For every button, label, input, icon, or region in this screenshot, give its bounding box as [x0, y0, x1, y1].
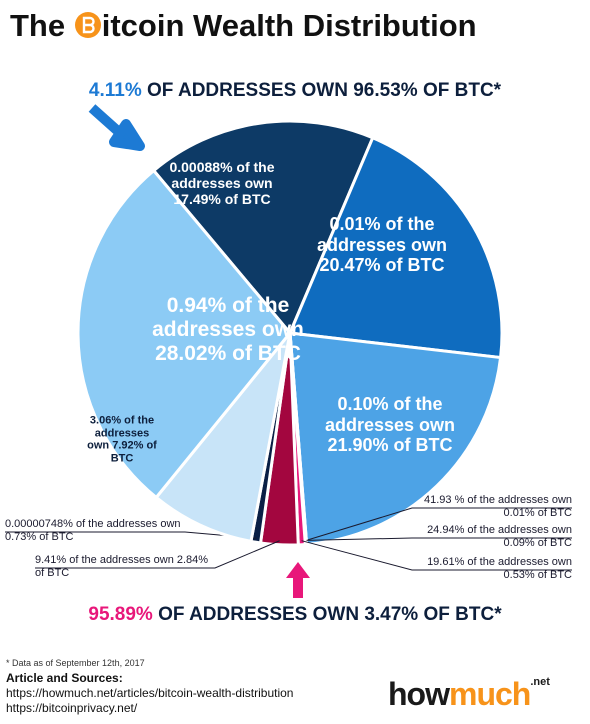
slice-label: 0.10% of the addresses own 21.90% of BTC [324, 393, 456, 456]
arrow [88, 104, 145, 151]
brand: howmuch.net [388, 676, 550, 713]
title-part: The [10, 8, 66, 43]
slice-label: 0.00088% of the addresses own 17.49% of … [169, 158, 275, 208]
highlight: 4.11% [88, 80, 142, 101]
callout-line [306, 507, 572, 541]
brand-part: much [448, 676, 531, 712]
title: The itcoin Wealth Distribution [10, 8, 477, 44]
callout-label: 9.41% of the addresses own 2.84% of BTC [35, 554, 209, 580]
callout-line [305, 537, 572, 541]
brand-part: .net [530, 676, 550, 688]
bitcoin-logo [74, 12, 101, 38]
sources-heading: Article and Sources: [6, 671, 123, 685]
source: https://bitcoinprivacy.net/ [6, 701, 138, 715]
top-annotation: 4.11% OF ADDRESSES OWN 96.53% OF BTC* [0, 80, 590, 102]
slice-label: 3.06% of the addresses own 7.92% of BTC [87, 414, 157, 465]
callout-label: 41.93 % of the addresses own 0.01% of BT… [424, 494, 572, 520]
slice [154, 332, 292, 544]
highlight: 95.89% [88, 604, 153, 625]
slice [287, 135, 504, 360]
callout-label: 0.00000748% of the addresses own 0.73% o… [5, 518, 181, 544]
slice [151, 119, 375, 336]
slice [76, 168, 292, 500]
callout-line [301, 540, 572, 571]
callout-label: 24.94% of the addresses own 0.09% of BTC [427, 524, 572, 550]
annotation-text: OF ADDRESSES OWN 3.47% OF BTC* [158, 604, 502, 625]
arrow [286, 562, 310, 598]
slice-label: 0.94% of the addresses own 28.02% of BTC [152, 293, 304, 366]
bottom-annotation: 95.89% OF ADDRESSES OWN 3.47% OF BTC* [0, 604, 590, 626]
brand-part: how [388, 676, 450, 712]
annotation-text: OF ADDRESSES OWN 96.53% OF BTC* [147, 80, 502, 101]
title-part: itcoin Wealth Distribution [101, 8, 477, 43]
footnote: * Data as of September 12th, 2017 [6, 658, 145, 668]
callout-label: 19.61% of the addresses own 0.53% of BTC [427, 556, 572, 582]
slice-label: 0.01% of the addresses own 20.47% of BTC [316, 213, 448, 276]
callout-line [35, 540, 280, 569]
source: https://howmuch.net/articles/bitcoin-wea… [6, 686, 294, 700]
